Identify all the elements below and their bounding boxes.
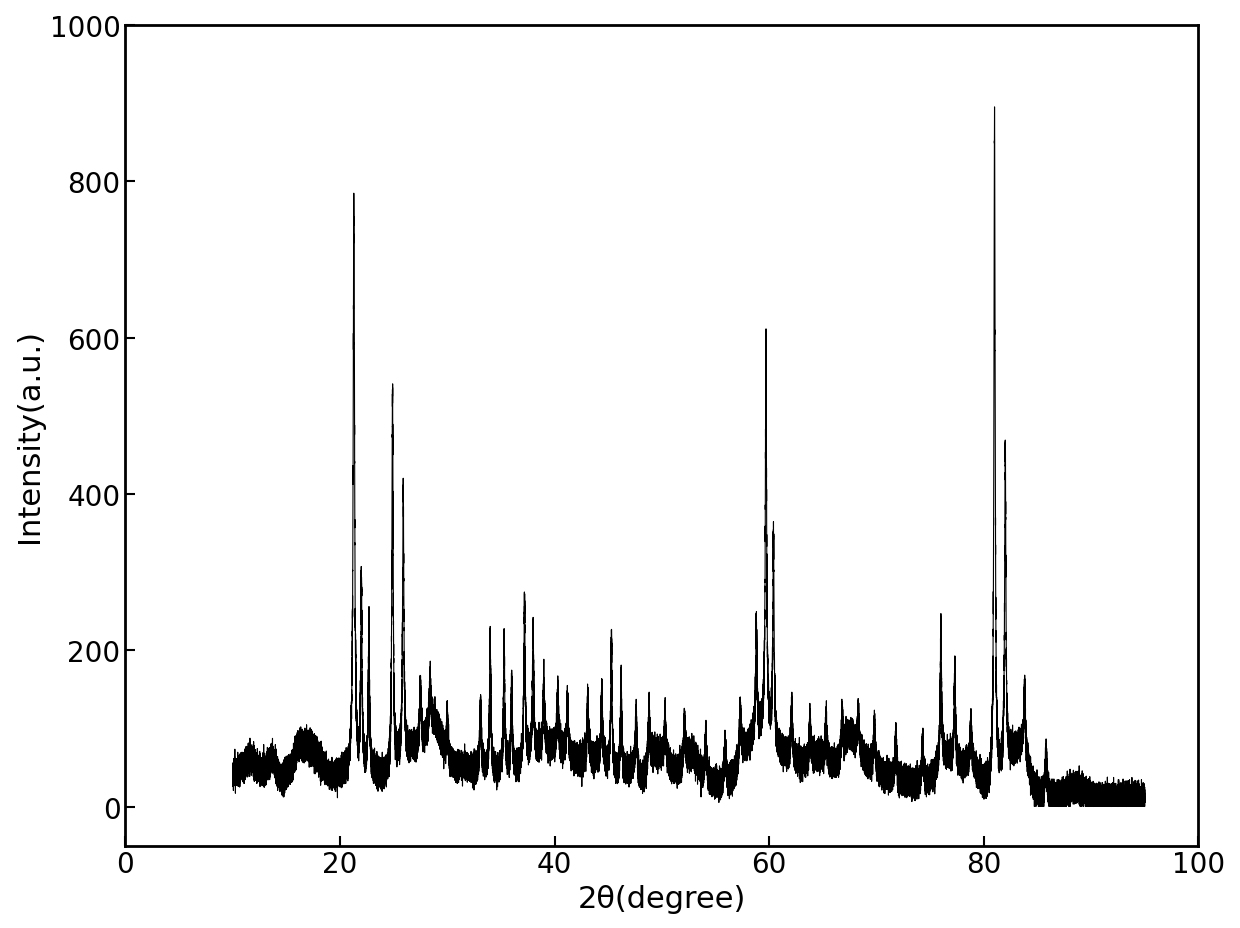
X-axis label: 2θ(degree): 2θ(degree): [578, 884, 746, 913]
Y-axis label: Intensity(a.u.): Intensity(a.u.): [15, 329, 43, 543]
